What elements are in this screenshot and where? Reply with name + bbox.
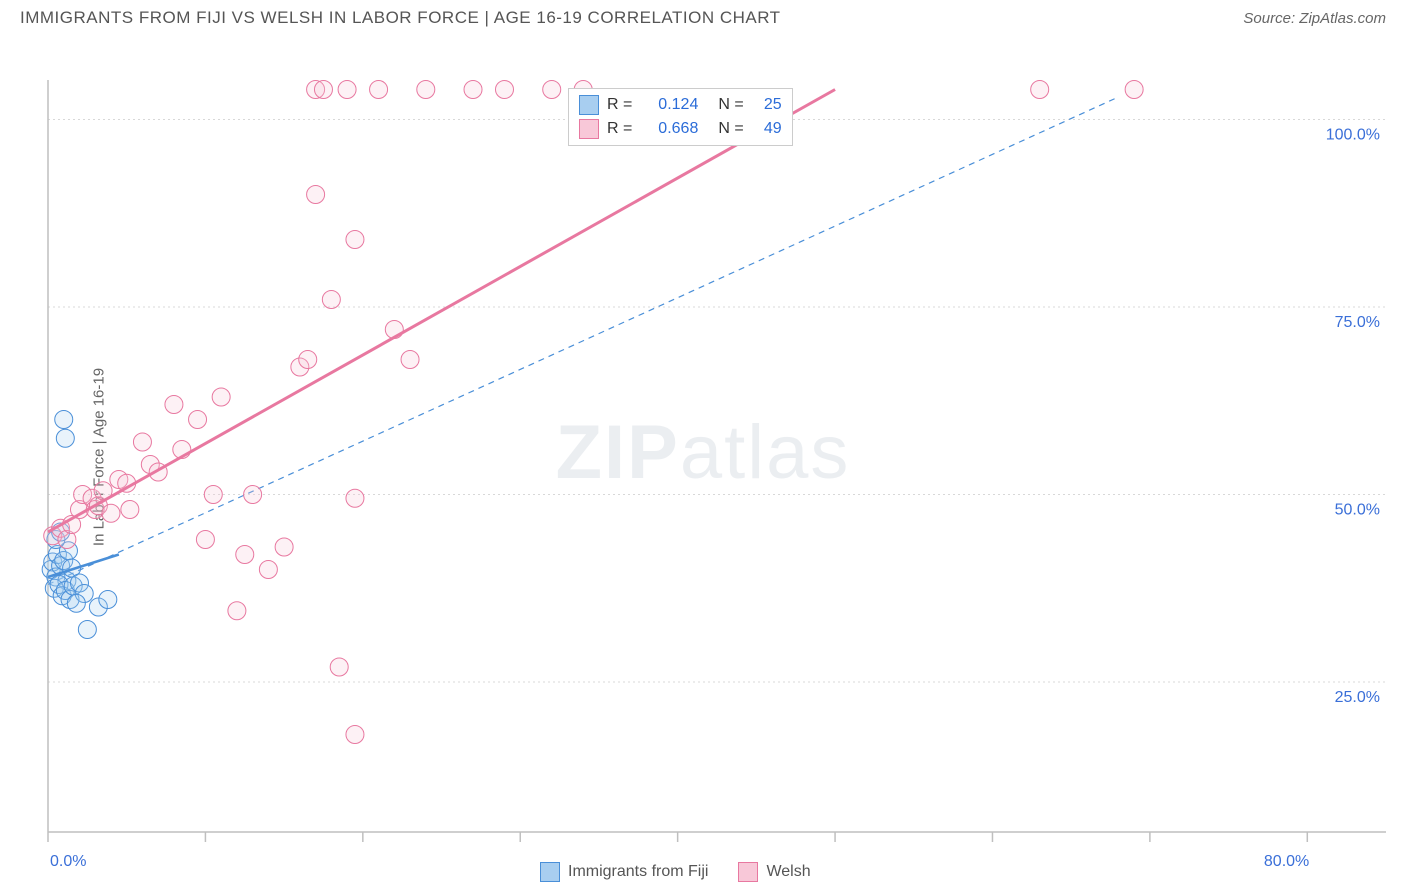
scatter-plot-svg: 25.0% 50.0% 75.0% 100.0% 0.0% 80.0% — [0, 32, 1406, 892]
legend-stat-row: R =0.124N =25 — [579, 93, 782, 117]
legend-swatch — [579, 95, 599, 115]
svg-text:0.0%: 0.0% — [50, 853, 86, 870]
legend-swatch — [579, 119, 599, 139]
svg-text:75.0%: 75.0% — [1335, 314, 1380, 331]
svg-text:25.0%: 25.0% — [1335, 689, 1380, 706]
svg-text:50.0%: 50.0% — [1335, 502, 1380, 519]
chart-area: In Labor Force | Age 16-19 ZIPatlas 25.0… — [0, 32, 1406, 882]
legend-swatch — [738, 862, 758, 882]
series-legend-item: Welsh — [738, 862, 810, 882]
source-attribution: Source: ZipAtlas.com — [1243, 10, 1386, 27]
series-legend-item: Immigrants from Fiji — [540, 862, 708, 882]
svg-text:80.0%: 80.0% — [1264, 853, 1309, 870]
chart-title: IMMIGRANTS FROM FIJI VS WELSH IN LABOR F… — [20, 8, 781, 28]
legend-stat-row: R =0.668N =49 — [579, 117, 782, 141]
chart-header: IMMIGRANTS FROM FIJI VS WELSH IN LABOR F… — [0, 0, 1406, 32]
correlation-legend: R =0.124N =25R =0.668N =49 — [568, 88, 793, 146]
svg-text:100.0%: 100.0% — [1326, 127, 1380, 144]
series-legend: Immigrants from Fiji Welsh — [540, 862, 811, 882]
legend-swatch — [540, 862, 560, 882]
